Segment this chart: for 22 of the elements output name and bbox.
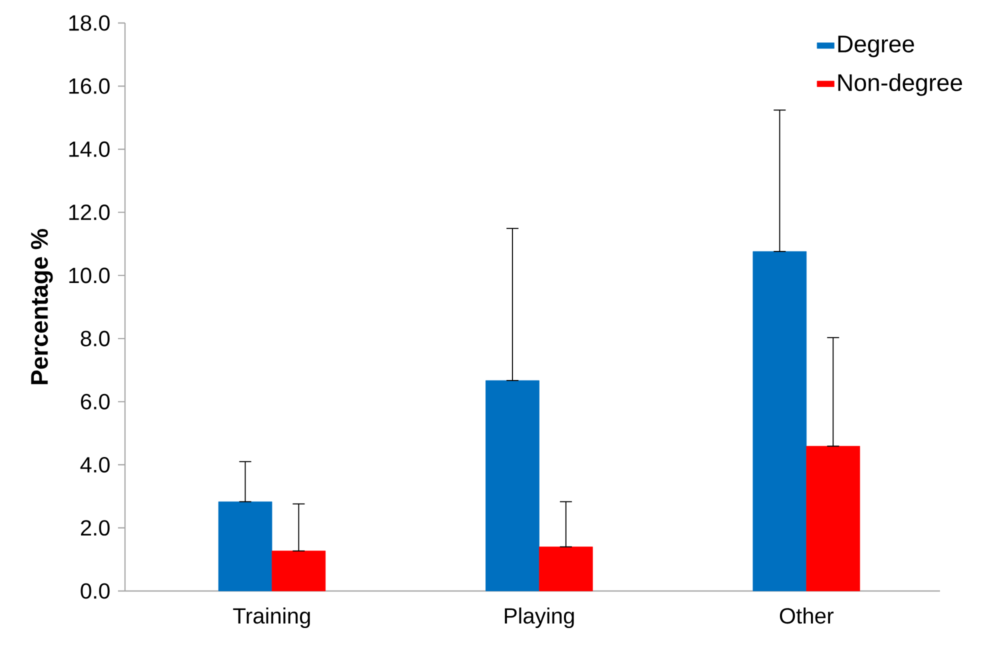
y-tick-label: 2.0 bbox=[81, 520, 110, 536]
y-tick-label: 0.0 bbox=[80, 583, 110, 599]
bar bbox=[806, 446, 860, 592]
x-tick-label: Other bbox=[780, 608, 834, 624]
bar bbox=[486, 380, 540, 592]
y-tick-label: 10.0 bbox=[69, 268, 110, 284]
legend-label: Degree bbox=[838, 36, 914, 58]
y-tick-label: 6.0 bbox=[81, 394, 110, 410]
bar bbox=[272, 550, 326, 592]
bar bbox=[538, 546, 593, 592]
y-tick-label: 16.0 bbox=[69, 78, 110, 94]
y-tick-label: 14.0 bbox=[69, 141, 110, 158]
y-axis-title: Percentage % bbox=[30, 228, 53, 384]
y-tick-label: 18.0 bbox=[69, 15, 110, 31]
legend-label: Non-degree bbox=[838, 74, 962, 96]
y-tick-label: 4.0 bbox=[80, 456, 110, 473]
y-tick-label: 12.0 bbox=[69, 204, 110, 220]
x-tick-label: Training bbox=[233, 608, 310, 628]
bar bbox=[218, 502, 272, 592]
bar bbox=[752, 251, 807, 592]
y-tick-label: 8.0 bbox=[80, 330, 110, 346]
x-tick-label: Playing bbox=[504, 608, 574, 628]
